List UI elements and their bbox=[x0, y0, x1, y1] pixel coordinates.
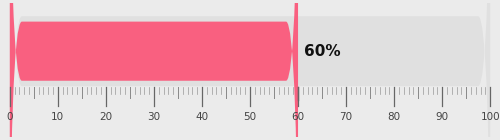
Text: 30: 30 bbox=[148, 112, 160, 122]
Text: 80: 80 bbox=[388, 112, 400, 122]
Text: 100: 100 bbox=[480, 112, 500, 122]
Text: 60: 60 bbox=[292, 112, 304, 122]
Text: 0: 0 bbox=[6, 112, 13, 122]
Text: 10: 10 bbox=[52, 112, 64, 122]
Text: 70: 70 bbox=[340, 112, 352, 122]
FancyBboxPatch shape bbox=[10, 0, 298, 140]
Text: 90: 90 bbox=[436, 112, 448, 122]
FancyBboxPatch shape bbox=[10, 0, 490, 140]
Text: 20: 20 bbox=[100, 112, 112, 122]
Text: 50: 50 bbox=[244, 112, 256, 122]
Text: 40: 40 bbox=[196, 112, 208, 122]
Text: 60%: 60% bbox=[304, 44, 341, 59]
